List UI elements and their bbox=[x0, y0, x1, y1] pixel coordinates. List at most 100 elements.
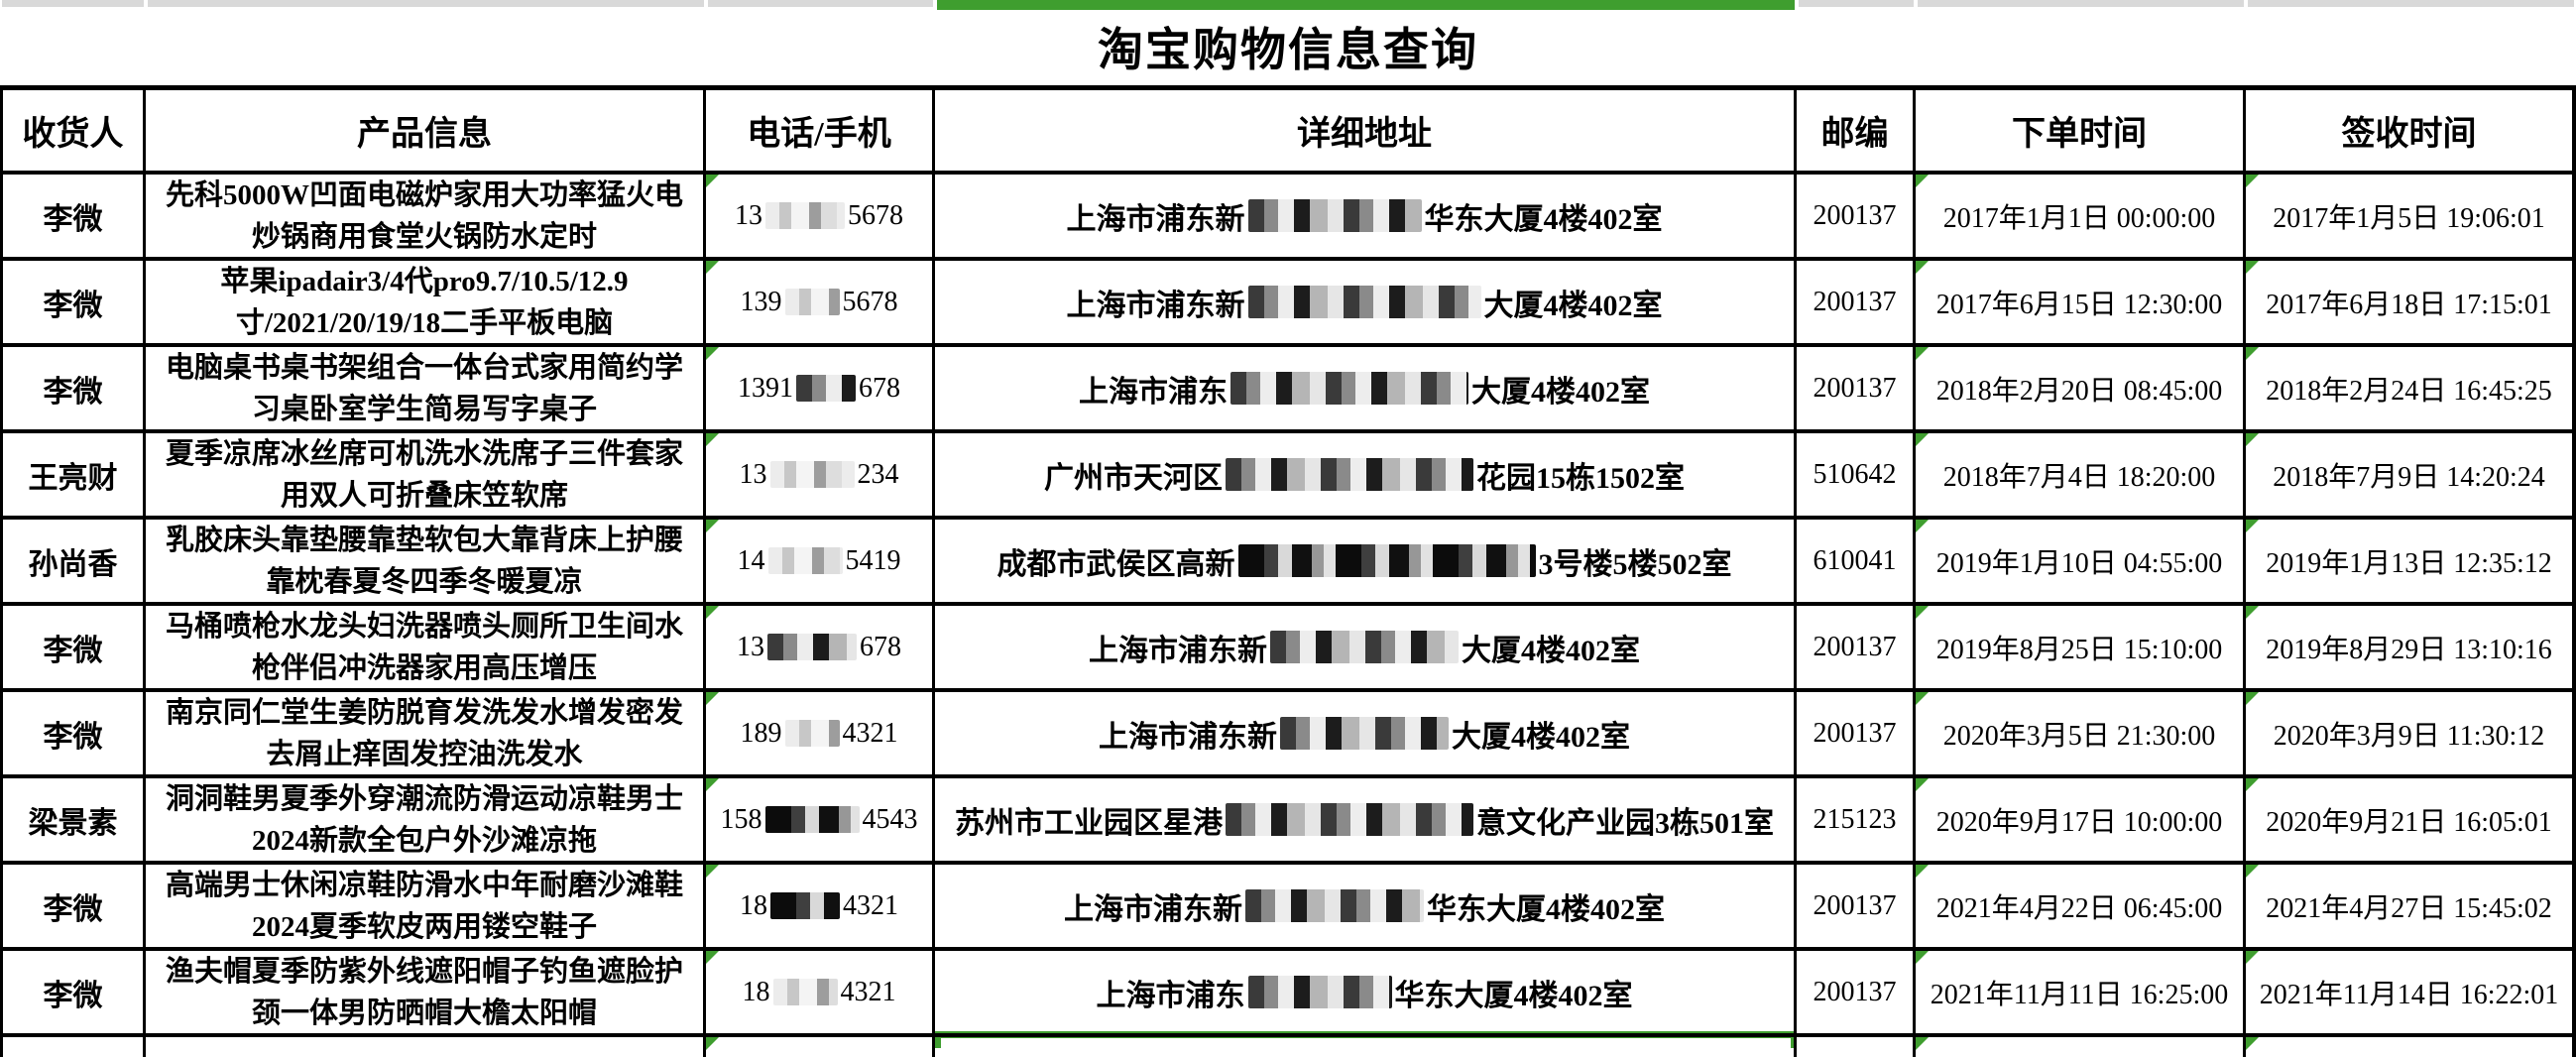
table-row: 李微 苹果ipadair3/4代pro9.7/10.5/12.9寸/2021/20… bbox=[3, 261, 2572, 347]
cell-sign-time[interactable]: 2017年1月5日 19:06:01 bbox=[2246, 175, 2572, 257]
cell-product[interactable]: 乳胶床头靠垫腰靠垫软包大靠背床上护腰靠枕春夏冬四季冬暖夏凉 bbox=[146, 520, 706, 602]
cell-sign-time[interactable]: 2021年11月14日 16:22:01 bbox=[2246, 951, 2572, 1033]
cell-recipient[interactable]: 李微 bbox=[3, 951, 146, 1033]
header-address[interactable]: 详细地址 bbox=[935, 90, 1797, 171]
cell-zip[interactable]: 200137 bbox=[1797, 692, 1916, 774]
header-phone[interactable]: 电话/手机 bbox=[706, 90, 935, 171]
cell-zip[interactable]: 610041 bbox=[1797, 520, 1916, 602]
cell-address[interactable]: 上海市浦东新 大厦4楼402室 bbox=[935, 606, 1797, 688]
header-product[interactable]: 产品信息 bbox=[146, 90, 706, 171]
redacted-text-prefix: 139 bbox=[740, 286, 782, 317]
partial-cell-product[interactable] bbox=[146, 1037, 706, 1057]
redaction-mosaic bbox=[767, 634, 857, 660]
partial-cell-zip[interactable] bbox=[1797, 1037, 1916, 1057]
cell-recipient[interactable]: 李微 bbox=[3, 175, 146, 257]
cell-sign-time[interactable]: 2017年6月18日 17:15:01 bbox=[2246, 261, 2572, 343]
cell-order-time[interactable]: 2020年9月17日 10:00:00 bbox=[1916, 778, 2246, 861]
cell-phone[interactable]: 139 5678 bbox=[706, 261, 935, 343]
cell-order-time[interactable]: 2021年11月11日 16:25:00 bbox=[1916, 951, 2246, 1033]
cell-product[interactable]: 先科5000W凹面电磁炉家用大功率猛火电炒锅商用食堂火锅防水定时 bbox=[146, 175, 706, 257]
green-corner-indicator-icon bbox=[2246, 261, 2259, 274]
cell-zip[interactable]: 200137 bbox=[1797, 261, 1916, 343]
cell-phone[interactable]: 18 4321 bbox=[706, 865, 935, 947]
cell-product[interactable]: 渔夫帽夏季防紫外线遮阳帽子钓鱼遮脸护颈一体男防晒帽大檐太阳帽 bbox=[146, 951, 706, 1033]
cell-address[interactable]: 广州市天河区 花园15栋1502室 bbox=[935, 433, 1797, 516]
cell-phone[interactable]: 158 4543 bbox=[706, 778, 935, 861]
cell-recipient[interactable]: 李微 bbox=[3, 347, 146, 429]
partial-cell-phone[interactable] bbox=[706, 1037, 935, 1057]
cell-product[interactable]: 夏季凉席冰丝席可机洗水洗席子三件套家用双人可折叠床笠软席 bbox=[146, 433, 706, 516]
cell-address[interactable]: 上海市浦东新 华东大厦4楼402室 bbox=[935, 175, 1797, 257]
green-corner-indicator-icon bbox=[2246, 865, 2259, 878]
cell-product[interactable]: 马桶喷枪水龙头妇洗器喷头厕所卫生间水枪伴侣冲洗器家用高压增压 bbox=[146, 606, 706, 688]
partial-cell-sign-time[interactable] bbox=[2246, 1037, 2572, 1057]
cell-product[interactable]: 苹果ipadair3/4代pro9.7/10.5/12.9寸/2021/20/1… bbox=[146, 261, 706, 343]
cell-sign-time[interactable]: 2019年8月29日 13:10:16 bbox=[2246, 606, 2572, 688]
cell-phone[interactable]: 189 4321 bbox=[706, 692, 935, 774]
redacted-text-prefix: 18 bbox=[740, 889, 767, 921]
green-corner-indicator-icon bbox=[706, 433, 719, 446]
cell-address[interactable]: 上海市浦东 华东大厦4楼402室 bbox=[935, 951, 1797, 1033]
cell-phone[interactable]: 13 678 bbox=[706, 606, 935, 688]
cell-phone[interactable]: 1391 678 bbox=[706, 347, 935, 429]
cell-zip[interactable]: 200137 bbox=[1797, 175, 1916, 257]
cell-product[interactable]: 高端男士休闲凉鞋防滑水中年耐磨沙滩鞋2024夏季软皮两用镂空鞋子 bbox=[146, 865, 706, 947]
cell-order-time[interactable]: 2019年8月25日 15:10:00 bbox=[1916, 606, 2246, 688]
green-corner-indicator-icon bbox=[706, 865, 719, 878]
cell-order-time[interactable]: 2020年3月5日 21:30:00 bbox=[1916, 692, 2246, 774]
cell-recipient[interactable]: 李微 bbox=[3, 865, 146, 947]
header-zip[interactable]: 邮编 bbox=[1797, 90, 1916, 171]
header-order-time[interactable]: 下单时间 bbox=[1916, 90, 2246, 171]
header-recipient[interactable]: 收货人 bbox=[3, 90, 146, 171]
cell-sign-time[interactable]: 2021年4月27日 15:45:02 bbox=[2246, 865, 2572, 947]
cell-zip[interactable]: 200137 bbox=[1797, 951, 1916, 1033]
green-corner-indicator-icon bbox=[2246, 606, 2259, 619]
cell-zip[interactable]: 200137 bbox=[1797, 606, 1916, 688]
cell-order-time[interactable]: 2018年2月20日 08:45:00 bbox=[1916, 347, 2246, 429]
cell-order-time[interactable]: 2019年1月10日 04:55:00 bbox=[1916, 520, 2246, 602]
cell-product[interactable]: 洞洞鞋男夏季外穿潮流防滑运动凉鞋男士2024新款全包户外沙滩凉拖 bbox=[146, 778, 706, 861]
partial-cell-recipient[interactable] bbox=[3, 1037, 146, 1057]
redacted-text-suffix: 5678 bbox=[848, 199, 903, 231]
cell-sign-time[interactable]: 2018年7月9日 14:20:24 bbox=[2246, 433, 2572, 516]
header-sign-time[interactable]: 签收时间 bbox=[2341, 116, 2477, 153]
green-corner-indicator-icon bbox=[706, 692, 719, 705]
cell-phone[interactable]: 14 5419 bbox=[706, 520, 935, 602]
cell-recipient[interactable]: 李微 bbox=[3, 261, 146, 343]
partial-cell-order-time[interactable] bbox=[1916, 1037, 2246, 1057]
cell-order-time[interactable]: 2018年7月4日 18:20:00 bbox=[1916, 433, 2246, 516]
cell-order-time[interactable]: 2021年4月22日 06:45:00 bbox=[1916, 865, 2246, 947]
cell-recipient[interactable]: 李微 bbox=[3, 692, 146, 774]
cell-sign-time[interactable]: 2018年2月24日 16:45:25 bbox=[2246, 347, 2572, 429]
cell-sign-time[interactable]: 2020年3月9日 11:30:12 bbox=[2246, 692, 2572, 774]
cell-zip[interactable]: 200137 bbox=[1797, 865, 1916, 947]
cell-product[interactable]: 南京同仁堂生姜防脱育发洗发水增发密发去屑止痒固发控油洗发水 bbox=[146, 692, 706, 774]
partial-cell-address[interactable] bbox=[935, 1037, 1797, 1057]
cell-phone[interactable]: 18 4321 bbox=[706, 951, 935, 1033]
cell-recipient[interactable]: 梁景素 bbox=[3, 778, 146, 861]
cell-recipient[interactable]: 李微 bbox=[3, 606, 146, 688]
cell-sign-time[interactable]: 2019年1月13日 12:35:12 bbox=[2246, 520, 2572, 602]
cell-phone[interactable]: 13 5678 bbox=[706, 175, 935, 257]
cell-order-time[interactable]: 2017年1月1日 00:00:00 bbox=[1916, 175, 2246, 257]
cell-sign-time[interactable]: 2020年9月21日 16:05:01 bbox=[2246, 778, 2572, 861]
cell-zip[interactable]: 215123 bbox=[1797, 778, 1916, 861]
cell-order-time[interactable]: 2017年6月15日 12:30:00 bbox=[1916, 261, 2246, 343]
cell-recipient[interactable]: 王亮财 bbox=[3, 433, 146, 516]
redacted-text-suffix: 5678 bbox=[842, 286, 898, 317]
cell-address[interactable]: 上海市浦东新 大厦4楼402室 bbox=[935, 692, 1797, 774]
cell-recipient[interactable]: 孙尚香 bbox=[3, 520, 146, 602]
cell-zip[interactable]: 200137 bbox=[1797, 347, 1916, 429]
order-time-text: 2020年9月17日 10:00:00 bbox=[1935, 806, 2223, 838]
cell-phone[interactable]: 13 234 bbox=[706, 433, 935, 516]
cell-product[interactable]: 电脑桌书桌书架组合一体台式家用简约学习桌卧室学生简易写字桌子 bbox=[146, 347, 706, 429]
cell-address[interactable]: 苏州市工业园区星港 意文化产业园3栋501室 bbox=[935, 778, 1797, 861]
redacted-text-suffix: 大厦4楼402室 bbox=[1452, 720, 1630, 754]
cell-address[interactable]: 成都市武侯区高新 3号楼5楼502室 bbox=[935, 520, 1797, 602]
cell-address[interactable]: 上海市浦东新 大厦4楼402室 bbox=[935, 261, 1797, 343]
strip-green-cell bbox=[937, 0, 1795, 10]
cell-address[interactable]: 上海市浦东新 华东大厦4楼402室 bbox=[935, 865, 1797, 947]
cell-zip[interactable]: 510642 bbox=[1797, 433, 1916, 516]
green-corner-indicator-icon bbox=[706, 606, 719, 619]
cell-address[interactable]: 上海市浦东 大厦4楼402室 bbox=[935, 347, 1797, 429]
